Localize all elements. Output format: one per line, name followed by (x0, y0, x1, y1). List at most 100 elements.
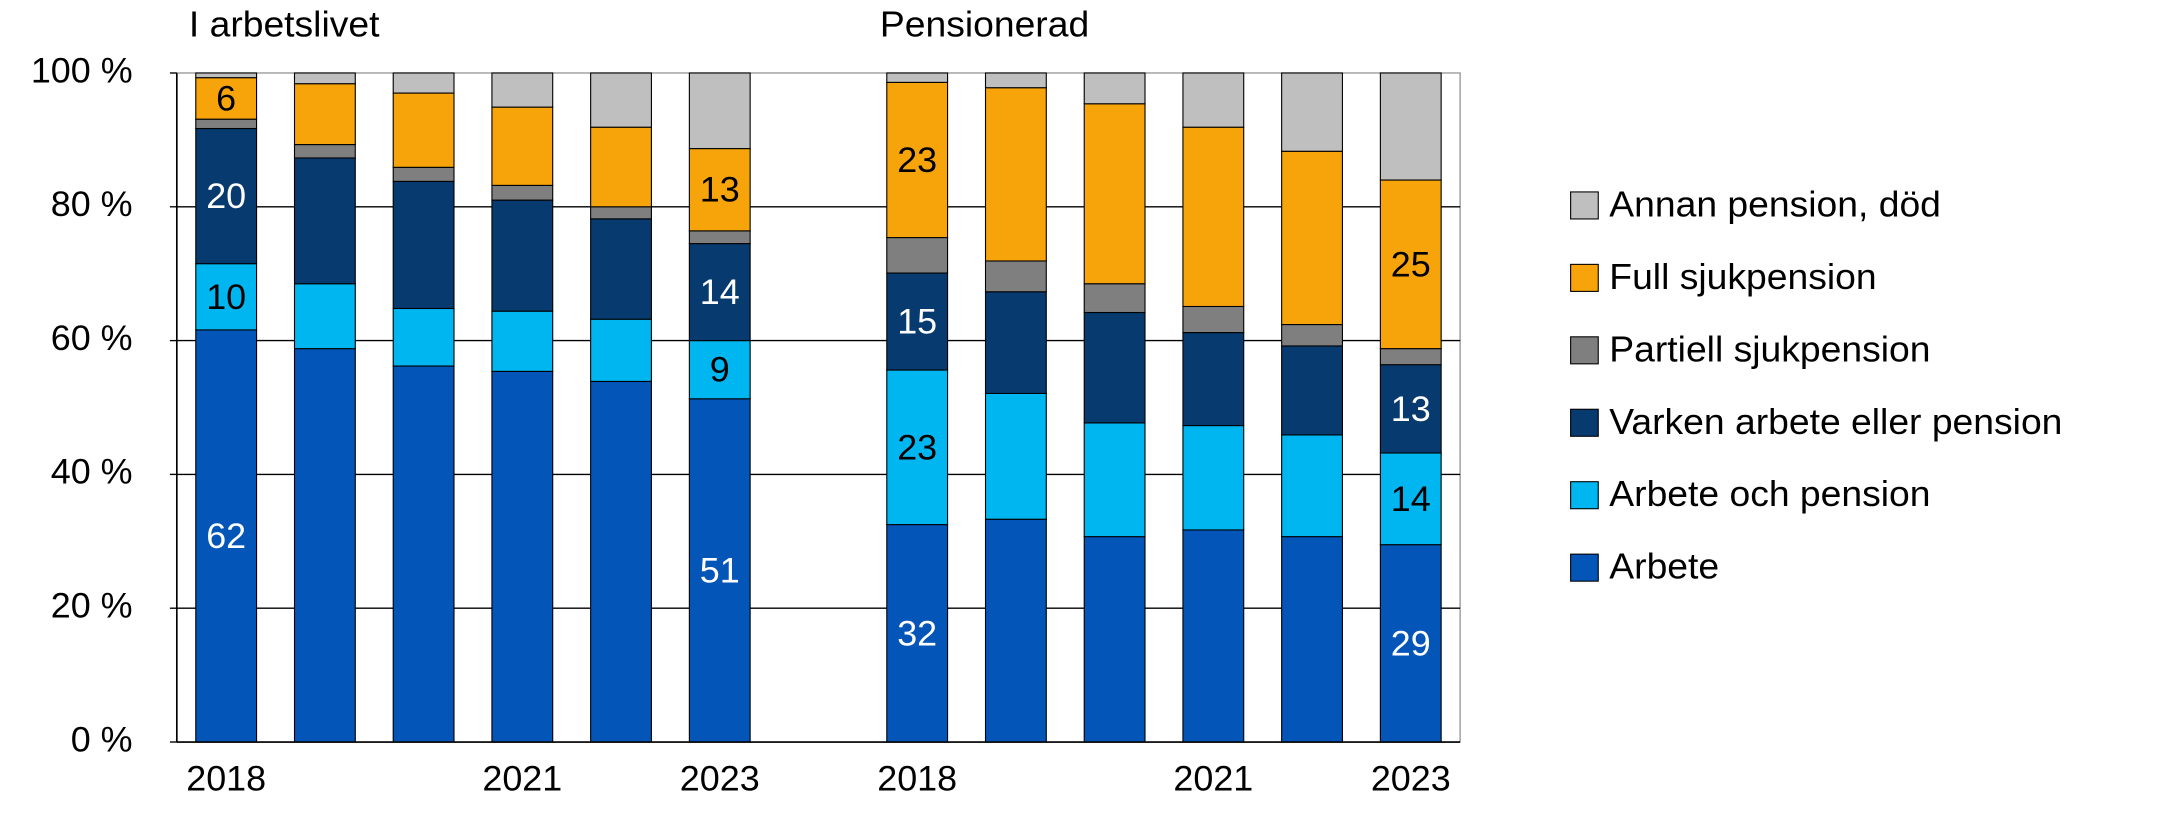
bar-segment (1379, 179, 1442, 350)
value-label: 62 (206, 516, 246, 556)
bar-segment (1182, 529, 1245, 743)
legend-label: Arbete (1609, 546, 1719, 587)
bar-segment (688, 148, 751, 232)
bar-segment (1083, 311, 1146, 424)
x-tick-label: 2021 (1173, 759, 1253, 799)
bar-segment (590, 126, 652, 208)
bar-segment (1182, 332, 1245, 427)
bar-segment (392, 92, 455, 168)
value-label: 23 (897, 140, 937, 180)
y-tick-label: 0 % (71, 720, 133, 760)
bar-segment (491, 72, 554, 108)
legend-label: Annan pension, död (1609, 184, 1941, 225)
legend-swatch (1570, 263, 1599, 292)
y-tick-label: 40 % (51, 452, 133, 492)
bar-segment (688, 243, 751, 342)
value-label: 20 (206, 176, 246, 216)
bar-segment (491, 370, 554, 743)
bar-segment (392, 365, 455, 743)
bar-segment (392, 180, 455, 310)
bar-segment (984, 291, 1047, 394)
bar-segment (1083, 103, 1146, 285)
bar-segment (984, 87, 1047, 262)
bar-segment (293, 72, 356, 85)
group-title: I arbetslivet (189, 4, 380, 45)
value-label: 9 (710, 350, 730, 390)
value-label: 15 (897, 302, 937, 342)
bar-segment (688, 340, 751, 400)
bar-segment (1281, 345, 1343, 436)
bar-segment (1182, 305, 1245, 334)
value-label: 14 (700, 272, 740, 312)
bar-segment (688, 230, 751, 245)
bar-segment (491, 199, 554, 312)
bar-segment (491, 310, 554, 372)
x-tick-label: 2023 (680, 759, 760, 799)
legend-label: Varken arbete eller pension (1609, 401, 2062, 442)
bar-segment (1083, 283, 1146, 314)
value-label: 29 (1391, 624, 1431, 664)
y-tick-label: 80 % (51, 184, 133, 224)
bar-segment (293, 144, 356, 159)
x-tick-label: 2018 (877, 759, 957, 799)
value-label: 10 (206, 277, 246, 317)
bar-segment (886, 72, 949, 83)
legend-swatch (1570, 553, 1599, 582)
legend-label: Arbete och pension (1609, 474, 1930, 515)
bar-segment (1182, 425, 1245, 531)
bar-segment (195, 263, 258, 331)
bar-segment (688, 72, 751, 150)
bar-segment (293, 83, 356, 146)
x-tick-label: 2018 (186, 759, 266, 799)
bar-segment (1281, 72, 1343, 152)
bar-segment (590, 218, 652, 320)
legend-swatch (1570, 191, 1599, 220)
bar-segment (590, 380, 652, 743)
y-tick-label: 60 % (51, 318, 133, 358)
value-label: 25 (1391, 245, 1431, 285)
legend-swatch (1570, 336, 1599, 365)
bar-segment (195, 127, 258, 265)
value-label: 13 (1391, 389, 1431, 429)
x-tick-label: 2021 (482, 759, 562, 799)
bar-segment (392, 307, 455, 367)
value-label: 14 (1391, 479, 1431, 519)
bar-segment (195, 118, 258, 130)
bar-segment (392, 166, 455, 182)
value-label: 51 (700, 551, 740, 591)
bar-segment (886, 237, 949, 274)
bar-segment (590, 318, 652, 382)
bar-segment (491, 106, 554, 186)
bar-segment (195, 77, 258, 120)
bar-segment (590, 206, 652, 220)
bar-segment (293, 348, 356, 743)
bar-segment (293, 283, 356, 350)
bar-segment (195, 72, 258, 79)
bar-segment (590, 72, 652, 128)
bar-segment (1182, 126, 1245, 308)
bar-segment (688, 398, 751, 743)
bar-segment (1281, 536, 1343, 743)
value-label: 23 (897, 428, 937, 468)
legend-swatch (1570, 481, 1599, 510)
value-label: 13 (700, 170, 740, 210)
bar-segment (1379, 72, 1442, 181)
bar-segment (1379, 544, 1442, 743)
bar-segment (1083, 422, 1146, 538)
bar-segment (1281, 323, 1343, 347)
bar-segment (984, 260, 1047, 293)
bar-segment (1281, 434, 1343, 538)
bar-segment (1083, 536, 1146, 743)
bar-segment (886, 81, 949, 239)
bar-segment (984, 392, 1047, 520)
bar-segment (886, 272, 949, 371)
bar-segment (491, 184, 554, 201)
bar-segment (392, 72, 455, 94)
value-label: 6 (216, 79, 236, 119)
y-tick-label: 20 % (51, 586, 133, 626)
legend-swatch (1570, 408, 1599, 437)
legend-label: Full sjukpension (1609, 256, 1876, 297)
bar-segment (886, 524, 949, 743)
plot-frame (176, 72, 1461, 743)
